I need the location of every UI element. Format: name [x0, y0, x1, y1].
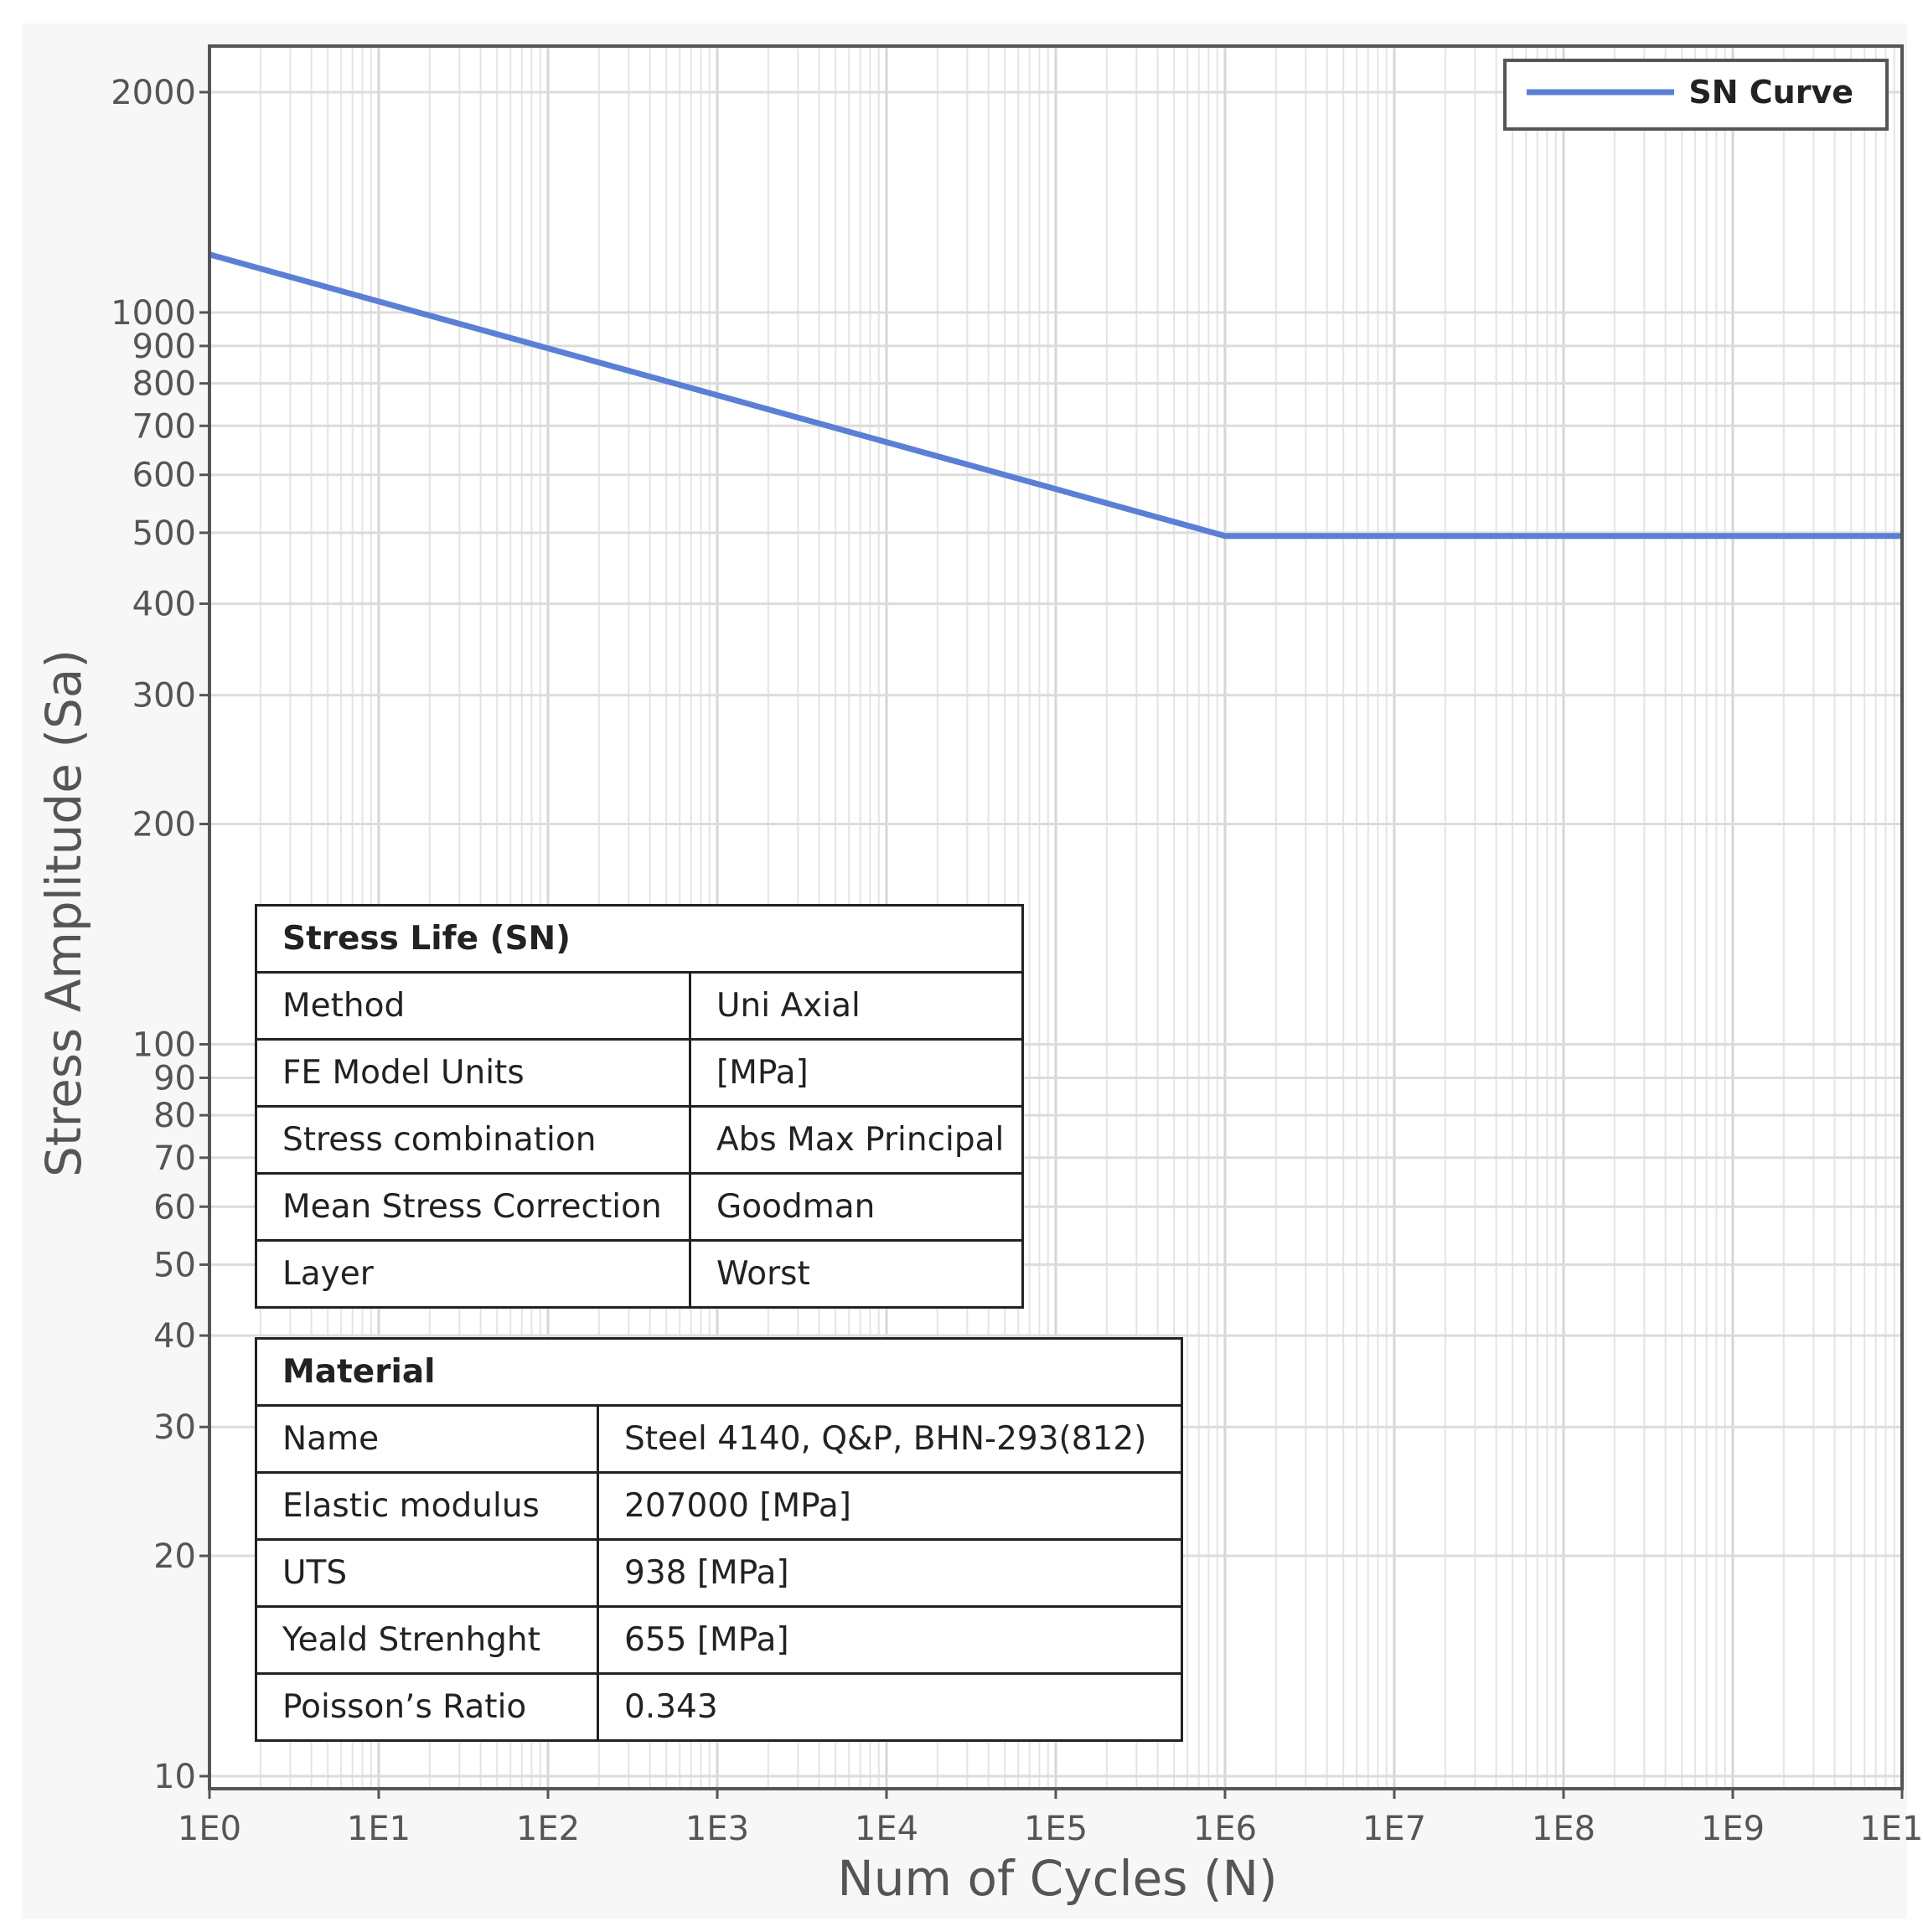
stress-life-value: Abs Max Principal — [689, 1105, 1024, 1175]
y-tick-label: 300 — [132, 677, 196, 715]
table-row: Yeald Strenhght 655 [MPa] — [255, 1605, 1183, 1675]
y-tick-label: 30 — [153, 1408, 196, 1447]
material-label: Yeald Strenhght — [255, 1605, 599, 1675]
table-row: Layer Worst — [255, 1239, 1024, 1309]
y-tick-label: 400 — [132, 586, 196, 624]
material-header-row: Material — [255, 1337, 1183, 1407]
material-title: Material — [255, 1337, 1183, 1407]
material-value: 655 [MPa] — [597, 1605, 1183, 1675]
x-tick-label: 1E10 — [1859, 1810, 1923, 1848]
y-tick-label: 700 — [132, 407, 196, 446]
x-axis-title: Num of Cycles (N) — [837, 1850, 1277, 1907]
y-tick-label: 500 — [132, 514, 196, 553]
y-tick-label: 200 — [132, 806, 196, 845]
legend-label-sn-curve: SN Curve — [1688, 74, 1853, 111]
legend: SN Curve — [1503, 59, 1889, 131]
y-tick-label: 1000 — [111, 294, 196, 333]
material-value: Steel 4140, Q&P, BHN-293(812) — [597, 1404, 1183, 1474]
x-tick-label: 1E3 — [685, 1810, 749, 1848]
table-row: FE Model Units [MPa] — [255, 1038, 1024, 1108]
y-tick-label: 90 — [153, 1059, 196, 1098]
material-label: Elastic modulus — [255, 1471, 599, 1541]
stress-life-table: Stress Life (SN) Method Uni Axial FE Mod… — [255, 904, 1024, 1309]
y-tick-label: 80 — [153, 1097, 196, 1135]
y-tick-label: 50 — [153, 1246, 196, 1284]
x-tick-label: 1E0 — [178, 1810, 241, 1848]
material-value: 207000 [MPa] — [597, 1471, 1183, 1541]
stress-life-label: Method — [255, 971, 691, 1041]
y-tick-label: 900 — [132, 328, 196, 366]
x-tick-label: 1E5 — [1024, 1810, 1088, 1848]
y-tick-label: 800 — [132, 365, 196, 404]
table-row: UTS 938 [MPa] — [255, 1538, 1183, 1608]
stress-life-header-row: Stress Life (SN) — [255, 904, 1024, 974]
material-table: Material Name Steel 4140, Q&P, BHN-293(8… — [255, 1337, 1183, 1742]
stress-life-label: Stress combination — [255, 1105, 691, 1175]
material-label: Name — [255, 1404, 599, 1474]
table-row: Method Uni Axial — [255, 971, 1024, 1041]
x-tick-label: 1E7 — [1362, 1810, 1426, 1848]
y-tick-label: 70 — [153, 1139, 196, 1178]
stress-life-label: Mean Stress Correction — [255, 1172, 691, 1242]
x-tick-label: 1E2 — [516, 1810, 580, 1848]
series-line-sn-curve — [209, 251, 1902, 540]
stress-life-value: Uni Axial — [689, 971, 1024, 1041]
series-layer — [209, 251, 1902, 540]
stress-life-value: Worst — [689, 1239, 1024, 1309]
stress-life-title: Stress Life (SN) — [255, 904, 1024, 974]
stress-life-value: Goodman — [689, 1172, 1024, 1242]
x-axis-ticks: 1E0 1E1 1E2 1E3 1E4 1E5 1E6 1E7 1E8 1E9 1E10 — [178, 1789, 1923, 1848]
table-row: Name Steel 4140, Q&P, BHN-293(812) — [255, 1404, 1183, 1474]
y-tick-label: 100 — [132, 1025, 196, 1064]
y-tick-label: 40 — [153, 1317, 196, 1356]
material-value: 0.343 — [597, 1672, 1183, 1742]
stress-life-label: FE Model Units — [255, 1038, 691, 1108]
y-tick-label: 60 — [153, 1188, 196, 1227]
table-row: Stress combination Abs Max Principal — [255, 1105, 1024, 1175]
y-tick-label: 20 — [153, 1537, 196, 1576]
stress-life-value: [MPa] — [689, 1038, 1024, 1108]
x-tick-label: 1E6 — [1193, 1810, 1257, 1848]
x-tick-label: 1E1 — [347, 1810, 411, 1848]
x-tick-label: 1E8 — [1532, 1810, 1595, 1848]
material-value: 938 [MPa] — [597, 1538, 1183, 1608]
material-label: UTS — [255, 1538, 599, 1608]
y-tick-label: 10 — [153, 1758, 196, 1796]
y-tick-label: 600 — [132, 457, 196, 495]
x-tick-label: 1E9 — [1701, 1810, 1765, 1848]
x-tick-label: 1E4 — [855, 1810, 918, 1848]
stress-life-label: Layer — [255, 1239, 691, 1309]
table-row: Poisson’s Ratio 0.343 — [255, 1672, 1183, 1742]
material-label: Poisson’s Ratio — [255, 1672, 599, 1742]
y-tick-label: 2000 — [111, 74, 196, 112]
table-row: Elastic modulus 207000 [MPa] — [255, 1471, 1183, 1541]
table-row: Mean Stress Correction Goodman — [255, 1172, 1024, 1242]
y-axis-title: Stress Amplitude (Sa) — [35, 649, 92, 1177]
